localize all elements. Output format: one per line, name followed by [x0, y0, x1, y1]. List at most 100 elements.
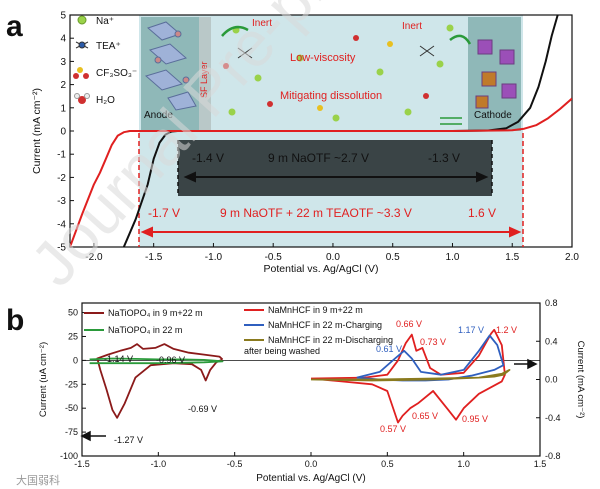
black-window-box — [178, 140, 492, 196]
x-tick-label-a: -1.0 — [205, 252, 223, 263]
legend-left: NaTiOPO₄ in 9 m+22 m NaTiOPO₄ in 22 m — [84, 308, 203, 335]
x-tick-label-b: -1.5 — [74, 459, 90, 469]
y-tick-label-left-b: -100 — [60, 451, 78, 461]
x-axis-title-b: Potential vs. Ag/AgCl (V) — [256, 473, 366, 484]
x-tick-label-b: 1.0 — [457, 459, 470, 469]
x-tick-label-a: 0.0 — [326, 252, 340, 263]
y-tick-label-right-b: 0.0 — [545, 375, 558, 385]
y-tick-label-a: 0 — [60, 127, 66, 138]
x-tick-label-a: 1.5 — [505, 252, 519, 263]
inert-label-left: Inert — [252, 18, 272, 29]
curve-b-green — [89, 357, 224, 365]
y-tick-label-left-b: 50 — [68, 308, 78, 318]
low-viscosity-label: Low-viscosity — [290, 52, 356, 64]
y-tick-label-left-b: -75 — [65, 427, 78, 437]
y-tick-label-a: 2 — [60, 80, 66, 91]
legend-water: H₂O — [96, 95, 115, 106]
inert-label-right: Inert — [402, 21, 422, 32]
curves-a — [70, 15, 572, 247]
curve-b-darkred — [96, 343, 224, 419]
x-tick-label-b: 1.5 — [534, 459, 547, 469]
tea-ion-icon — [75, 41, 89, 49]
anode-label: Anode — [144, 110, 173, 121]
x-tick-label-b: 0.0 — [305, 459, 318, 469]
red-window-arrow — [140, 226, 522, 238]
legend-right-1: NaMnHCF in 22 m-Charging — [268, 320, 382, 330]
panel-label-a: a — [6, 10, 23, 43]
y-axis-title-left-b: Current (uA cm⁻²) — [38, 342, 49, 417]
sf-layer-strip — [199, 17, 211, 131]
y-tick-label-left-b: -25 — [65, 379, 78, 389]
y-tick-label-a: 5 — [60, 11, 66, 22]
y-tick-label-a: -1 — [57, 150, 66, 161]
axes-a: -2.0 -1.5 -1.0 -0.5 0.0 0.5 1.0 1.5 2.0 -5 -4 -3 -2 -… — [31, 11, 579, 276]
inert-arrow-right — [449, 34, 472, 45]
y-tick-label-a: 4 — [60, 34, 66, 45]
anno-dark-1: -0.96 V — [156, 355, 185, 365]
anno-blue-1: 1.17 V — [458, 325, 484, 335]
legend-tea: TEA⁺ — [96, 41, 121, 52]
left-axis-arrow — [80, 430, 106, 442]
right-axis-arrow — [514, 358, 538, 370]
y-tick-label-a: -4 — [57, 219, 66, 230]
anode-crystal-icon — [144, 21, 197, 111]
x-tick-label-a: 0.5 — [386, 252, 400, 263]
anno-dark-0: -1.14 V — [104, 354, 133, 364]
legend-otf: CF₃SO₃⁻ — [96, 68, 137, 79]
y-tick-label-a: 3 — [60, 57, 66, 68]
y-tick-label-left-b: 25 — [68, 331, 78, 341]
curve-b-olive — [310, 368, 511, 382]
y-tick-label-a: 1 — [60, 103, 66, 114]
red-window-right-label: 1.6 V — [468, 206, 496, 220]
anno-blue-0: 0.61 V — [376, 344, 402, 354]
inert-arrow-left — [221, 25, 249, 37]
cathode-arrows — [440, 117, 462, 125]
x-axis-title-a: Potential vs. Ag/AgCl (V) — [264, 263, 379, 275]
black-window-arrow — [183, 171, 489, 183]
x-tick-label-a: 1.0 — [446, 252, 460, 263]
y-tick-label-a: -2 — [57, 173, 66, 184]
curves-b — [89, 328, 511, 424]
y-tick-label-left-b: -50 — [65, 403, 78, 413]
y-tick-label-a: -5 — [57, 243, 66, 254]
anno-dark-3: -1.27 V — [114, 435, 143, 445]
y-tick-label-right-b: 0.8 — [545, 298, 558, 308]
x-tick-label-a: 2.0 — [565, 252, 579, 263]
black-window-left-label: -1.4 V — [192, 151, 224, 165]
water-icon — [74, 93, 90, 104]
axes-b: -1.5 -1.0 -0.5 0.0 0.5 1.0 1.5 -100 -75 -50 -25 0 25… — [38, 298, 586, 484]
curve-b-red — [310, 328, 506, 424]
anno-red-1: 0.73 V — [420, 337, 446, 347]
y-tick-label-right-b: -0.8 — [545, 451, 561, 461]
anno-red-0: 0.66 V — [396, 319, 422, 329]
y-tick-label-right-b: 0.4 — [545, 336, 558, 346]
x-tick-label-a: -2.0 — [85, 252, 103, 263]
black-window-right-label: -1.3 V — [428, 151, 460, 165]
sf-layer-label: SF Layer — [199, 61, 209, 98]
x-tick-label-b: -1.0 — [151, 459, 167, 469]
panel-label-b: b — [6, 304, 24, 337]
black-window-mid-label: 9 m NaOTF ~2.7 V — [268, 151, 369, 165]
legend-right-0: NaMnHCF in 9 m+22 m — [268, 305, 363, 315]
x-tick-label-b: 0.5 — [381, 459, 394, 469]
y-axis-title-right-b: Current (mA cm⁻²) — [575, 341, 586, 419]
legend-right: NaMnHCF in 9 m+22 m NaMnHCF in 22 m-Char… — [244, 305, 393, 356]
cathode-label: Cathode — [474, 110, 512, 121]
legend-left-0: NaTiOPO₄ in 9 m+22 m — [108, 308, 203, 318]
x-tick-label-a: -1.5 — [145, 252, 163, 263]
red-window-mid-label: 9 m NaOTF + 22 m TEAOTF ~3.3 V — [220, 206, 412, 220]
red-window-left-label: -1.7 V — [148, 206, 180, 220]
otf-ion-icon — [73, 67, 89, 79]
y-tick-label-a: -3 — [57, 196, 66, 207]
legend-na: Na⁺ — [96, 16, 114, 27]
anno-red-5: 0.95 V — [462, 414, 488, 424]
anno-red-3: 0.57 V — [380, 424, 406, 434]
anno-red-2: 1.2 V — [496, 325, 517, 335]
mitigating-label: Mitigating dissolution — [280, 90, 382, 102]
source-tag: 大国弱科 — [16, 473, 60, 487]
anno-red-4: 0.65 V — [412, 411, 438, 421]
cathode-crystal-icon — [475, 39, 517, 109]
x-tick-label-a: -0.5 — [265, 252, 283, 263]
y-tick-label-left-b: 0 — [73, 355, 78, 365]
legend-right-3: after being washed — [244, 346, 320, 356]
